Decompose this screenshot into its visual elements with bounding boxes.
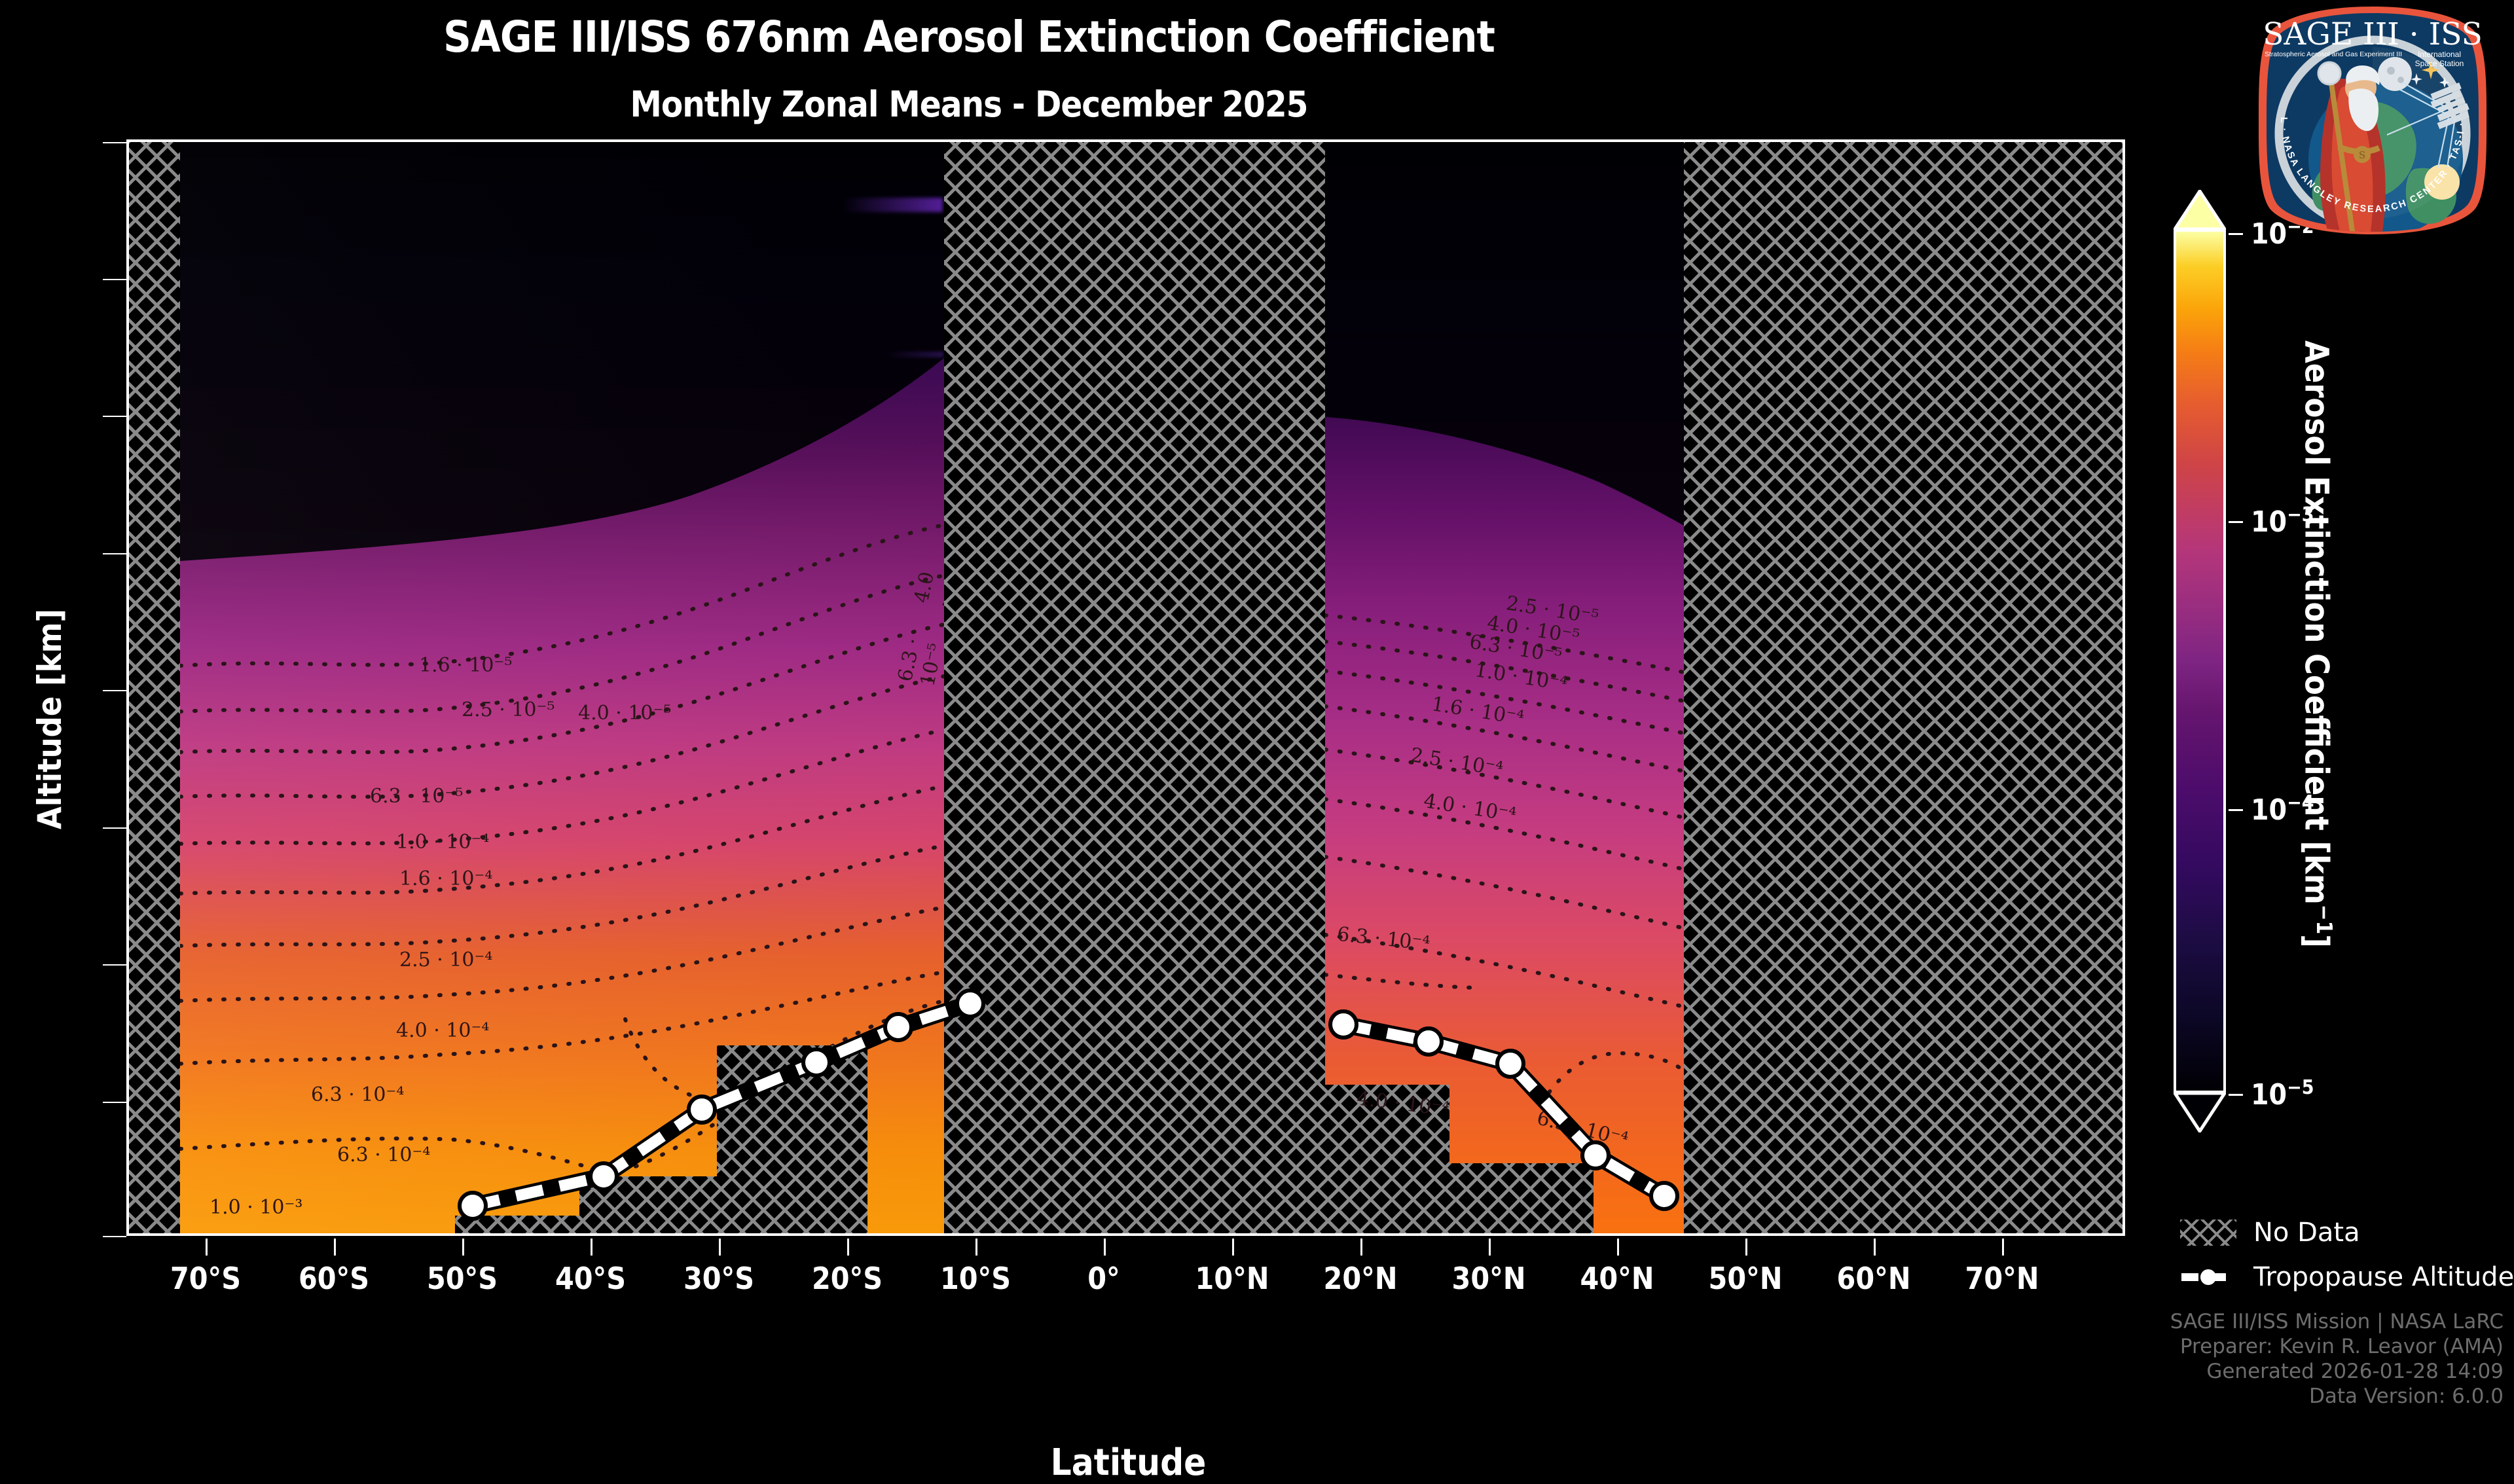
contour-label: 2.5 · 10⁻⁴ xyxy=(399,949,493,971)
high-altitude-artifact xyxy=(841,198,943,212)
x-tick-label: 10°N xyxy=(1195,1261,1269,1296)
contour-label: 2.5 · 10⁻⁵ xyxy=(462,698,555,721)
legend-item-tropopause: Tropopause Altitude xyxy=(2180,1259,2514,1295)
y-tick xyxy=(103,964,126,966)
svg-text:S: S xyxy=(2359,149,2365,161)
x-tick-label: 30°S xyxy=(683,1261,755,1296)
colorbar-tick xyxy=(2229,1094,2243,1096)
contour-label: 4.0 · 10⁻⁵ xyxy=(578,702,672,725)
x-axis-label: Latitude xyxy=(1050,1441,1207,1484)
colorbar-tick-label: 10−5 xyxy=(2251,1076,2314,1112)
x-tick-label: 20°S xyxy=(811,1261,883,1296)
contour-label: 1.0 · 10⁻⁴ xyxy=(396,831,490,854)
x-tick xyxy=(1745,1239,1747,1256)
no-data-hatch-icon xyxy=(2180,1220,2236,1246)
y-tick xyxy=(103,142,126,143)
logo-subtitle-right-1: International xyxy=(2418,50,2461,59)
y-tick xyxy=(103,1236,126,1237)
x-tick xyxy=(334,1239,336,1256)
colorbar-tick-label: 10−4 xyxy=(2251,791,2314,827)
contour-label: 6.3 · 10⁻⁵ xyxy=(370,785,464,808)
sh-contour-lines xyxy=(180,523,944,1176)
x-tick xyxy=(462,1239,464,1256)
x-tick-label: 20°N xyxy=(1323,1261,1398,1296)
legend: No Data Tropopause Altitude xyxy=(2180,1214,2514,1303)
plot-area: 1.6 · 10⁻⁵ 2.5 · 10⁻⁵ 4.0 · 10⁻⁵ 6.3 · 1… xyxy=(31,139,2125,1484)
colorbar-min-arrow xyxy=(2174,1092,2226,1132)
colorbar-tick xyxy=(2229,233,2243,235)
y-tick xyxy=(103,553,126,554)
x-tick-label: 50°N xyxy=(1708,1261,1783,1296)
logo-subtitle-right-2: Space Station xyxy=(2415,59,2464,68)
contour-label: 6.3 · 10⁻⁴ xyxy=(311,1083,405,1106)
x-tick-label: 10°S xyxy=(939,1261,1011,1296)
nh-contour-lines xyxy=(1325,613,1684,1106)
x-tick xyxy=(719,1239,721,1256)
x-tick-label: 70°S xyxy=(170,1261,242,1296)
colorbar-tick xyxy=(2229,521,2243,523)
x-tick xyxy=(1489,1239,1491,1256)
x-tick xyxy=(1874,1239,1876,1256)
tropopause-altitude-line xyxy=(458,988,1679,1221)
x-tick-label: 40°S xyxy=(555,1261,627,1296)
contour-label: 1.0 · 10⁻³ xyxy=(210,1196,303,1219)
colorbar-tick-label: 10−3 xyxy=(2251,503,2314,539)
y-tick xyxy=(103,1102,126,1103)
x-tick-label: 40°N xyxy=(1580,1261,1654,1296)
contour-label: 1.6 · 10⁻⁵ xyxy=(419,654,513,677)
legend-item-no-data: No Data xyxy=(2180,1214,2514,1251)
colorbar-tick xyxy=(2229,809,2243,811)
legend-label: Tropopause Altitude xyxy=(2253,1262,2514,1292)
footer-line-mission: SAGE III/ISS Mission | NASA LaRC xyxy=(2170,1309,2504,1333)
x-tick-label: 60°N xyxy=(1836,1261,1911,1296)
x-tick xyxy=(975,1239,977,1256)
x-tick xyxy=(1232,1239,1234,1256)
sage-iii-iss-mission-patch-logo: S BALL · NASA LANGLEY RESEARCH CENTER · … xyxy=(2257,5,2487,234)
contour-label: 1.6 · 10⁻⁴ xyxy=(399,867,493,890)
tropopause-markers xyxy=(458,988,1679,1221)
colorbar-tick-label: 10−2 xyxy=(2251,215,2314,251)
logo-title: SAGE III · ISS xyxy=(2263,16,2483,52)
page-subtitle: Monthly Zonal Means - December 2025 xyxy=(630,84,1309,125)
x-tick xyxy=(1617,1239,1619,1256)
x-tick xyxy=(2002,1239,2004,1256)
footer-credits: SAGE III/ISS Mission | NASA LaRC Prepare… xyxy=(2170,1309,2504,1409)
y-tick xyxy=(103,279,126,280)
contour-label: 6.3 · 10⁻⁴ xyxy=(337,1144,431,1167)
colorbar-max-arrow xyxy=(2174,190,2226,230)
logo-subtitle-left: Stratospheric Aerosol and Gas Experiment… xyxy=(2265,50,2402,58)
y-tick xyxy=(103,690,126,691)
colorbar-gradient xyxy=(2174,229,2226,1093)
x-tick xyxy=(847,1239,849,1256)
x-tick-label: 0° xyxy=(1087,1261,1120,1296)
page-title: SAGE III/ISS 676nm Aerosol Extinction Co… xyxy=(443,12,1495,62)
contour-label: 4.0 · 10⁻⁴ xyxy=(396,1019,490,1042)
x-tick xyxy=(591,1239,592,1256)
tropopause-line-icon xyxy=(2180,1264,2236,1290)
y-axis-label: Altitude [km] xyxy=(31,609,69,829)
legend-label: No Data xyxy=(2253,1218,2360,1248)
x-tick-label: 50°S xyxy=(426,1261,498,1296)
plot-clip: 1.6 · 10⁻⁵ 2.5 · 10⁻⁵ 4.0 · 10⁻⁵ 6.3 · 1… xyxy=(129,142,2122,1233)
y-tick xyxy=(103,416,126,417)
colorbar: 10−2 10−3 10−4 10−5 xyxy=(2174,190,2314,1132)
colorbar-label: Aerosol Extinction Coefficient [km−1] xyxy=(2297,340,2337,948)
x-tick-label: 60°S xyxy=(298,1261,370,1296)
footer-line-version: Data Version: 6.0.0 xyxy=(2308,1384,2504,1408)
x-tick xyxy=(1104,1239,1106,1256)
footer-line-generated: Generated 2026-01-28 14:09 xyxy=(2206,1359,2504,1383)
x-tick xyxy=(206,1239,208,1256)
x-tick-label: 70°N xyxy=(1965,1261,2039,1296)
y-tick xyxy=(103,827,126,829)
high-altitude-artifact-2 xyxy=(887,352,943,357)
footer-line-preparer: Preparer: Kevin R. Leavor (AMA) xyxy=(2179,1334,2504,1358)
x-tick xyxy=(1360,1239,1362,1256)
sh-contour-labels: 1.6 · 10⁻⁵ 2.5 · 10⁻⁵ 4.0 · 10⁻⁵ 6.3 · 1… xyxy=(180,142,944,1233)
x-tick-label: 30°N xyxy=(1451,1261,1526,1296)
